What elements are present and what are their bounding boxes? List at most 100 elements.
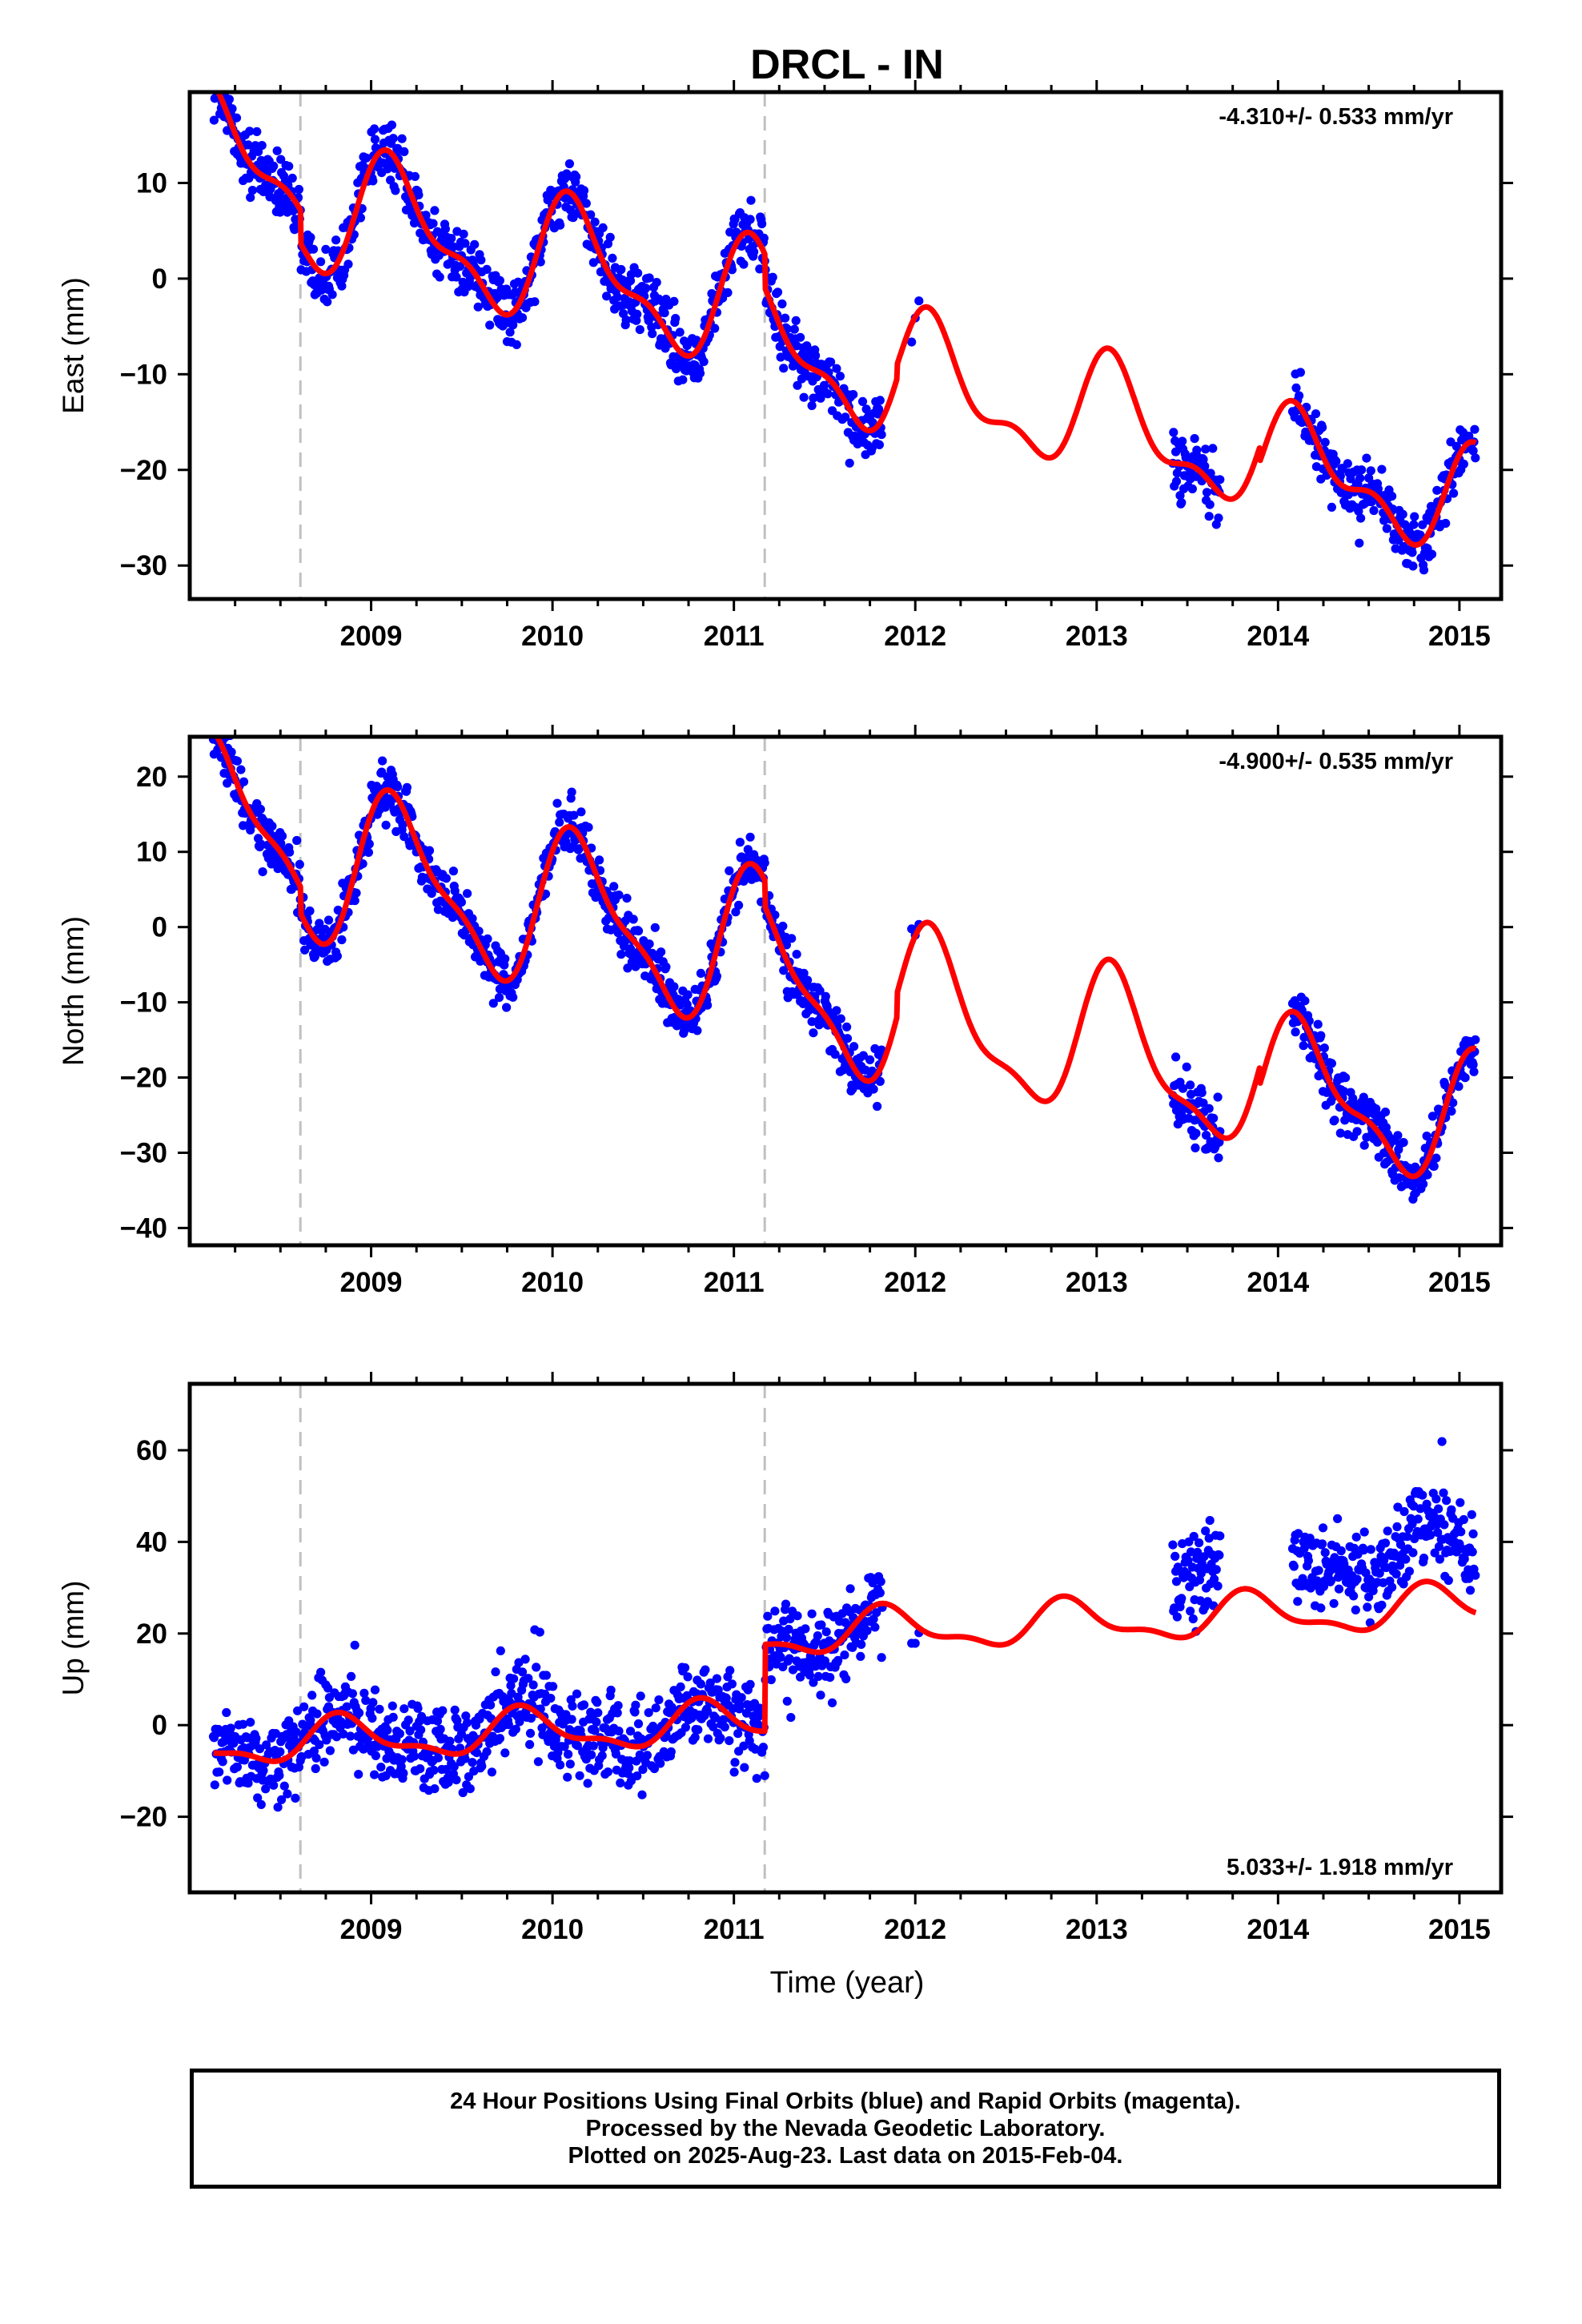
data-point (1215, 475, 1225, 485)
data-point (267, 822, 277, 831)
data-point (1339, 1087, 1349, 1096)
data-point (350, 1640, 359, 1650)
data-point (487, 1767, 497, 1777)
data-point (1357, 465, 1367, 475)
data-point (1175, 491, 1185, 501)
data-point (513, 277, 523, 287)
data-point (873, 1101, 882, 1112)
data-point (388, 134, 398, 143)
data-point (364, 839, 374, 849)
data-point (1431, 1494, 1441, 1504)
data-point (678, 375, 688, 384)
data-point (875, 1588, 885, 1598)
data-point (579, 186, 589, 195)
caption-line-1: 24 Hour Positions Using Final Orbits (bl… (450, 2089, 1241, 2114)
x-tick-label: 2014 (1247, 1267, 1309, 1298)
data-point (813, 1631, 822, 1641)
data-point (552, 798, 562, 808)
velocity-rate-label: -4.900+/- 0.535 mm/yr (1219, 749, 1453, 774)
data-point (572, 172, 581, 182)
data-point (1431, 1153, 1441, 1163)
x-tick-label: 2010 (521, 621, 584, 652)
data-point (397, 134, 407, 143)
data-point (574, 844, 584, 854)
data-point (223, 1775, 232, 1785)
data-point (473, 302, 483, 312)
data-point (530, 297, 540, 307)
data-point (1192, 445, 1202, 455)
data-point (1214, 513, 1223, 523)
data-point (284, 162, 294, 171)
data-point (1327, 502, 1336, 513)
data-point (292, 835, 302, 846)
data-point (435, 272, 444, 282)
data-point (452, 272, 461, 282)
caption-line-2: Processed by the Nevada Geodetic Laborat… (585, 2116, 1106, 2141)
data-point (588, 1741, 598, 1751)
data-point (525, 1728, 536, 1738)
data-point (857, 1639, 866, 1649)
data-point (500, 954, 510, 963)
data-point (858, 1051, 868, 1060)
data-point (1391, 1569, 1401, 1579)
data-point (875, 1076, 885, 1086)
data-point (1178, 436, 1187, 446)
data-point (1399, 1138, 1408, 1148)
data-point (680, 1026, 689, 1035)
data-point (535, 1627, 544, 1637)
data-point (1456, 1527, 1466, 1537)
data-point (358, 859, 367, 869)
data-point (777, 299, 787, 309)
data-point (1355, 538, 1364, 548)
data-point (440, 224, 451, 234)
data-point (433, 1753, 444, 1763)
data-point (642, 1751, 652, 1760)
data-point (470, 239, 480, 249)
data-point (1177, 498, 1186, 508)
data-point (752, 1774, 761, 1783)
data-point (823, 389, 833, 399)
data-point (1393, 1131, 1403, 1140)
data-point (1289, 1562, 1299, 1571)
data-point (801, 1624, 810, 1634)
data-point (1452, 441, 1461, 452)
data-point (910, 1638, 920, 1648)
data-point (429, 1765, 439, 1775)
data-point (693, 1026, 702, 1035)
data-point (1419, 565, 1429, 575)
data-point (857, 396, 868, 406)
data-point (616, 1778, 625, 1787)
y-tick-label: −20 (120, 1063, 167, 1094)
data-point (1169, 428, 1178, 437)
data-point (1215, 1531, 1225, 1541)
data-point (222, 76, 231, 85)
data-point (424, 846, 435, 855)
data-point (450, 886, 460, 896)
data-point (1359, 1092, 1368, 1102)
data-point (877, 1653, 886, 1663)
data-point (564, 1750, 573, 1759)
data-point (311, 1763, 320, 1774)
x-tick-label: 2012 (884, 1914, 946, 1945)
x-tick-label: 2012 (884, 1267, 946, 1298)
data-point (218, 1757, 227, 1767)
data-point (840, 1651, 849, 1660)
data-point (1408, 1548, 1418, 1558)
data-point (370, 1685, 380, 1695)
caption-box: 24 Hour Positions Using Final Orbits (bl… (190, 2069, 1501, 2189)
data-point (1359, 1140, 1369, 1150)
data-point (632, 309, 642, 319)
data-point (1352, 1574, 1362, 1584)
data-point (239, 777, 249, 786)
data-point (468, 914, 477, 923)
data-point (430, 206, 440, 215)
data-point (525, 1739, 535, 1749)
data-point (729, 1767, 739, 1777)
data-point (1439, 1520, 1449, 1530)
x-tick-label: 2014 (1247, 1914, 1309, 1945)
data-point (347, 1671, 356, 1681)
model-curve (215, 92, 1478, 548)
data-point (758, 1743, 769, 1752)
data-point (720, 1723, 729, 1732)
data-point (1422, 1132, 1431, 1141)
